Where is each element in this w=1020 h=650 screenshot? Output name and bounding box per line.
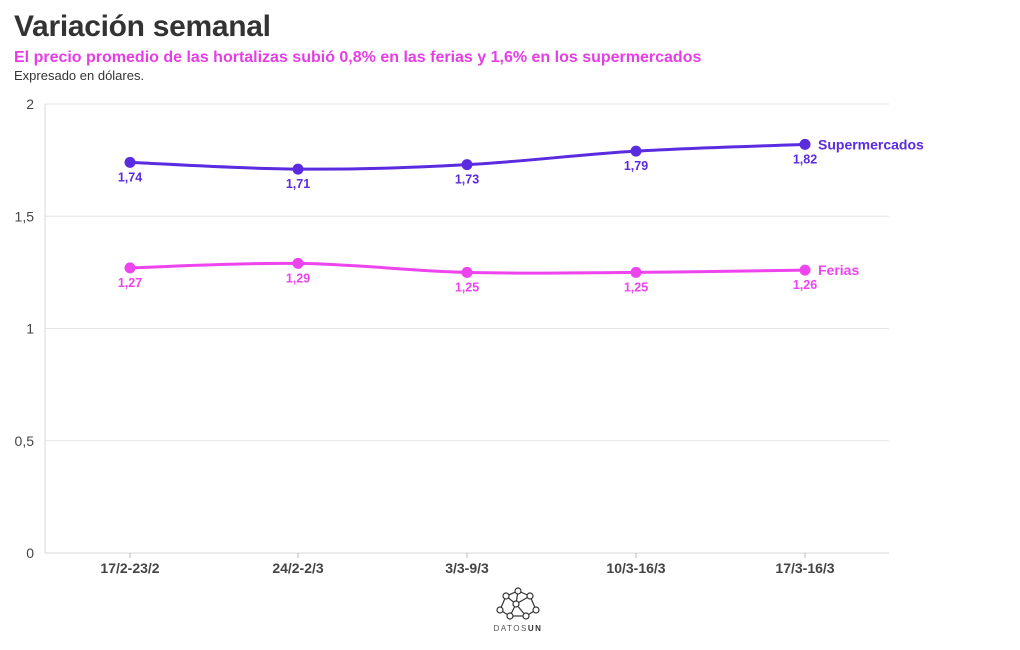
- data-label: 1,73: [455, 173, 479, 187]
- y-tick-label: 1: [26, 321, 34, 337]
- data-point: [292, 257, 304, 269]
- data-point: [630, 145, 642, 157]
- x-tick-label: 17/2-23/2: [100, 560, 159, 576]
- data-label: 1,71: [286, 177, 310, 191]
- data-label: 1,25: [624, 280, 648, 294]
- y-tick-label: 2: [26, 96, 34, 112]
- data-point: [630, 266, 642, 278]
- chart-title: Variación semanal: [14, 10, 271, 43]
- data-label: 1,29: [286, 271, 310, 285]
- x-tick-label: 3/3-9/3: [445, 560, 489, 576]
- x-tick-label: 10/3-16/3: [606, 560, 665, 576]
- data-point: [799, 264, 811, 276]
- x-tick-label: 17/3-16/3: [775, 560, 834, 576]
- chart-note: Expresado en dólares.: [14, 68, 145, 83]
- y-tick-label: 1,5: [15, 208, 35, 224]
- data-label: 1,79: [624, 159, 648, 173]
- y-tick-label: 0,5: [15, 433, 35, 449]
- data-label: 1,74: [118, 170, 142, 184]
- data-point: [124, 262, 136, 274]
- series-label: Supermercados: [818, 136, 924, 152]
- data-point: [461, 159, 473, 171]
- data-label: 1,25: [455, 280, 479, 294]
- logo-text-light: DATOS: [493, 624, 528, 633]
- data-point: [292, 163, 304, 175]
- logo-text-bold: UN: [527, 624, 543, 633]
- data-label: 1,27: [118, 276, 142, 290]
- logo-text: DATOSUN: [488, 624, 548, 633]
- network-logo-icon: [496, 587, 540, 620]
- data-point: [124, 156, 136, 168]
- chart-subtitle: El precio promedio de las hortalizas sub…: [14, 49, 702, 66]
- datosun-logo: DATOSUN: [488, 586, 548, 633]
- x-tick-label: 24/2-2/3: [272, 560, 324, 576]
- series-label: Ferias: [818, 262, 859, 278]
- data-label: 1,26: [793, 278, 817, 292]
- data-point: [461, 266, 473, 278]
- y-tick-label: 0: [26, 545, 34, 561]
- data-label: 1,82: [793, 152, 817, 166]
- data-point: [799, 138, 811, 150]
